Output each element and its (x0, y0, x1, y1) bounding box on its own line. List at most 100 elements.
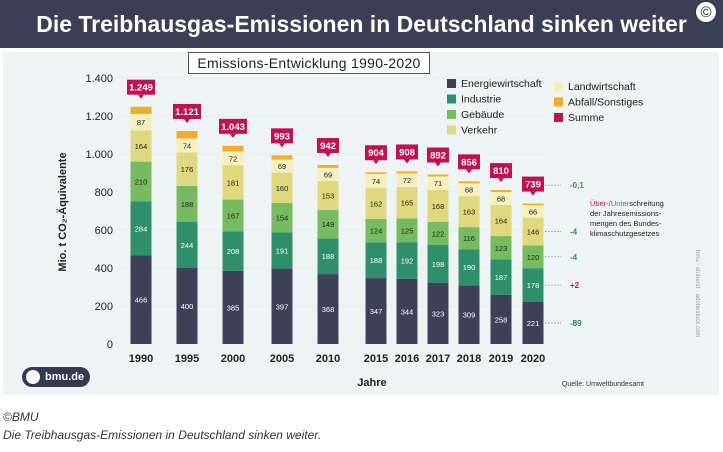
bar-segment-energiewirtschaft (222, 270, 244, 344)
bar-value-label: 208 (227, 247, 240, 256)
total-badge-pointer (530, 191, 536, 196)
x-tick-label: 2019 (489, 353, 513, 365)
bar-segment-verkehr (490, 204, 512, 237)
bar-value-label: 74 (183, 141, 191, 150)
total-badge-pointer (435, 162, 441, 167)
note-line: klimaschutzgesetzes (590, 229, 659, 238)
bar-value-label: 168 (432, 202, 445, 211)
bar-segment-abfall-sonstiges (458, 181, 480, 184)
legend-swatch (447, 94, 456, 104)
bar-segment-industrie (490, 259, 512, 295)
total-badge (522, 176, 544, 192)
bar-segment-industrie (317, 238, 339, 275)
deviation-label: +2 (570, 281, 580, 290)
bar-value-label: 385 (227, 303, 240, 312)
bar-value-label: 68 (465, 186, 473, 195)
bar-segment-landwirtschaft (130, 113, 152, 131)
bar-segment-industrie (222, 231, 244, 271)
bar-value-label: 123 (495, 244, 508, 253)
bar-segment-abfall-sonstiges (427, 174, 449, 177)
y-tick-label: 1.400 (85, 73, 113, 85)
deviation-label: -0,1 (570, 181, 584, 190)
total-label: 739 (525, 180, 541, 191)
bar-value-label: 125 (401, 226, 414, 235)
source-note: Quelle: Umweltbundesamt (562, 381, 644, 388)
bar-value-label: 210 (135, 178, 148, 187)
bar-value-label: 72 (229, 154, 237, 163)
y-tick-label: 200 (95, 301, 113, 313)
bar-segment-geb-ude (427, 221, 449, 246)
total-label: 1.249 (129, 83, 153, 94)
bar-value-label: 71 (434, 179, 442, 188)
legend-label: Gebäude (461, 109, 504, 121)
bar-segment-energiewirtschaft (317, 274, 339, 344)
total-badge-pointer (230, 133, 236, 138)
bar-segment-landwirtschaft (222, 151, 244, 166)
deviation-label: -59 (570, 319, 582, 328)
bar-value-label: 187 (495, 273, 508, 282)
bar-segment-verkehr (271, 172, 293, 204)
x-tick-label: 2018 (457, 353, 481, 365)
bar-segment-verkehr (222, 165, 244, 200)
bar-value-label: 188 (370, 256, 383, 265)
copyright-icon: © (695, 1, 717, 23)
bar-segment-geb-ude (176, 185, 198, 222)
bar-value-label: 284 (135, 224, 148, 233)
bar-segment-energiewirtschaft (365, 278, 387, 344)
bar-value-label: 181 (227, 178, 240, 187)
legend-swatch (447, 110, 456, 119)
bar-value-label: 69 (278, 162, 286, 171)
bar-value-label: 309 (463, 311, 476, 320)
bar-segment-industrie (271, 232, 293, 269)
bar-value-label: 466 (135, 296, 148, 305)
legend-label: Industrie (461, 94, 501, 106)
bar-segment-energiewirtschaft (176, 268, 198, 344)
bar-segment-energiewirtschaft (522, 302, 544, 344)
bar-segment-verkehr (365, 188, 387, 219)
bar-value-label: 68 (497, 194, 505, 203)
x-tick-label: 2020 (521, 353, 545, 365)
bar-segment-landwirtschaft (317, 167, 339, 181)
bar-segment-industrie (130, 201, 152, 256)
bar-value-label: 191 (276, 246, 289, 255)
bar-segment-landwirtschaft (396, 173, 418, 188)
bar-value-label: 198 (432, 260, 445, 269)
bar-segment-abfall-sonstiges (365, 172, 387, 174)
bar-value-label: 397 (276, 302, 289, 311)
bar-value-label: 162 (370, 199, 383, 208)
bar-value-label: 221 (527, 319, 540, 328)
bmu-logo-icon (26, 370, 40, 384)
bar-value-label: 244 (181, 241, 194, 250)
legend-swatch (447, 79, 456, 88)
total-badge-pointer (184, 119, 190, 124)
bar-value-label: 176 (181, 165, 194, 174)
deviation-label: -4 (570, 253, 578, 262)
bar-value-label: 153 (322, 192, 335, 201)
total-label: 904 (368, 148, 385, 159)
bar-segment-geb-ude (317, 210, 339, 239)
y-tick-label: 800 (95, 187, 113, 199)
total-label: 810 (493, 166, 509, 177)
bar-segment-industrie (365, 242, 387, 279)
y-tick-label: 600 (95, 225, 113, 237)
bar-segment-landwirtschaft (365, 173, 387, 189)
bar-value-label: 190 (463, 263, 476, 272)
total-badge (490, 163, 512, 179)
legend-swatch (554, 97, 563, 107)
bar-value-label: 164 (135, 142, 148, 151)
bmu-badge[interactable]: bmu.de (22, 367, 90, 387)
x-tick-label: 2015 (364, 353, 388, 365)
title-banner (0, 0, 723, 48)
total-badge (317, 138, 339, 154)
bar-value-label: 72 (403, 176, 411, 185)
bar-segment-energiewirtschaft (130, 255, 152, 344)
bar-value-label: 368 (322, 305, 335, 314)
bar-segment-geb-ude (222, 199, 244, 232)
bar-segment-abfall-sonstiges (522, 203, 544, 206)
total-label: 908 (399, 147, 415, 158)
bar-value-label: 165 (401, 199, 414, 208)
bar-segment-abfall-sonstiges (130, 106, 152, 114)
legend-label: Summe (568, 112, 604, 124)
bar-segment-verkehr (458, 196, 480, 228)
